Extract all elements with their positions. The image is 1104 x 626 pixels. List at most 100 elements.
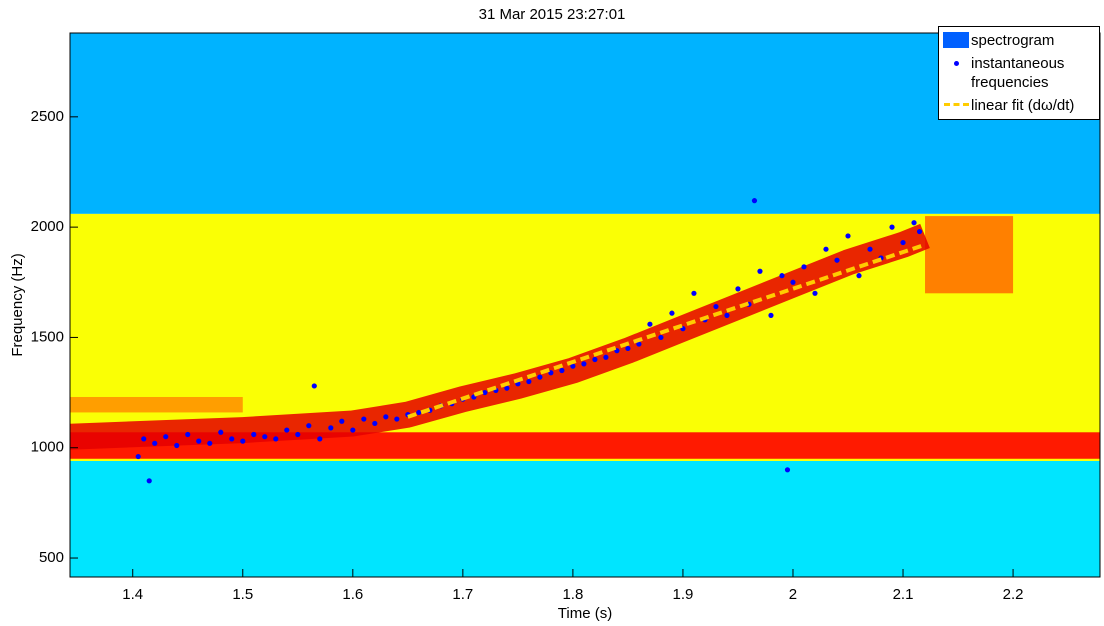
frequency-point (361, 416, 367, 422)
frequency-point (856, 273, 862, 279)
frequency-point (713, 303, 719, 310)
x-tick-label: 1.9 (673, 586, 694, 603)
frequency-point (801, 264, 807, 270)
y-axis-label: Frequency (Hz) (9, 253, 26, 356)
spectrogram-band (70, 460, 1100, 577)
frequency-point (636, 341, 642, 347)
frequency-point (867, 246, 873, 252)
frequency-point (751, 198, 758, 204)
frequency-point (592, 356, 598, 363)
frequency-point (889, 224, 895, 230)
x-tick-label: 2 (789, 586, 797, 603)
frequency-point (784, 467, 791, 473)
frequency-point (240, 438, 246, 444)
frequency-point (317, 436, 323, 442)
legend: spectrogram instantaneous frequencies line… (938, 26, 1100, 120)
spectrogram-ridge (70, 223, 930, 450)
y-tick-label: 500 (39, 549, 64, 566)
frequency-point (146, 478, 152, 484)
frequency-point (394, 416, 400, 422)
frequency-point (845, 233, 851, 239)
frequency-point (482, 389, 488, 396)
frequency-point (658, 334, 664, 341)
y-tick-label: 2000 (31, 218, 64, 235)
frequency-point (559, 367, 565, 374)
frequency-point (768, 312, 774, 318)
x-tick-label: 1.8 (562, 586, 583, 603)
frequency-point (537, 374, 543, 380)
x-tick-label: 1.5 (232, 586, 253, 603)
frequency-point (372, 420, 378, 427)
frequency-point (185, 431, 191, 438)
frequency-point (135, 453, 141, 460)
frequency-point (163, 434, 169, 440)
legend-label: linear fit (dω/dt) (971, 97, 1075, 114)
spectrogram-band (925, 216, 1014, 294)
y-tick-label: 2500 (31, 108, 64, 125)
legend-item: instantaneous frequencies (939, 52, 1099, 94)
frequency-point (218, 429, 224, 435)
frequency-point (581, 361, 587, 367)
x-tick-label: 1.6 (342, 586, 363, 603)
legend-key (943, 54, 971, 72)
frequency-point (416, 409, 422, 416)
frequency-point (900, 239, 906, 246)
x-tick-label: 2.1 (893, 586, 914, 603)
frequency-point (724, 312, 730, 318)
frequency-point (603, 354, 609, 360)
frequency-point (273, 436, 279, 442)
frequency-point (625, 345, 631, 352)
x-tick-label: 1.7 (452, 586, 473, 603)
linear-fit (407, 242, 926, 419)
frequency-point (284, 427, 290, 433)
frequency-point (823, 246, 829, 252)
frequency-point (152, 440, 158, 446)
plot-frame (69, 32, 1101, 578)
axes: 1.4 1.5 1.6 1.7 1.8 1.9 2 2.1 2.2 500 1000 1500 2000… (31, 32, 1101, 603)
frequency-point (311, 383, 317, 389)
frequency-point (196, 438, 202, 444)
frequency-point (229, 436, 235, 442)
frequency-point (251, 431, 257, 438)
frequency-point (383, 414, 389, 420)
frequency-point (141, 436, 147, 442)
y-tick-label: 1500 (31, 328, 64, 345)
frequency-point (207, 440, 213, 446)
frequency-point (911, 220, 917, 226)
frequency-point (350, 427, 356, 433)
frequency-point (669, 310, 675, 316)
x-axis-label: Time (s) (558, 605, 612, 622)
legend-label: instantaneous frequencies (971, 55, 1065, 91)
frequency-point (295, 431, 301, 438)
frequency-point (526, 378, 532, 385)
frequency-point (691, 290, 697, 296)
legend-label: spectrogram (971, 32, 1055, 49)
frequency-point (174, 442, 180, 449)
spectrogram-band (70, 396, 243, 413)
plot-area (70, 33, 1100, 577)
frequency-point (790, 279, 796, 285)
frequency-point (570, 363, 576, 369)
frequency-point (262, 434, 268, 440)
frequency-point (735, 286, 741, 292)
frequency-point (647, 321, 653, 327)
frequency-point (328, 425, 334, 431)
chart-title: 31 Mar 2015 23:27:01 (479, 6, 626, 23)
frequency-point (916, 228, 923, 235)
x-tick-label: 2.2 (1003, 586, 1024, 603)
legend-item: linear fit (dω/dt) (939, 94, 1099, 117)
frequency-point (339, 418, 345, 424)
frequency-point (779, 273, 785, 279)
legend-key (943, 31, 971, 49)
legend-item: spectrogram (939, 29, 1099, 52)
frequency-point (306, 423, 312, 429)
legend-key (943, 96, 971, 114)
frequency-point (504, 385, 510, 391)
frequency-point (834, 257, 840, 263)
spectrogram-band (70, 33, 1100, 214)
frequency-point (757, 268, 763, 274)
y-tick-label: 1000 (31, 439, 64, 456)
frequency-point (812, 290, 818, 296)
